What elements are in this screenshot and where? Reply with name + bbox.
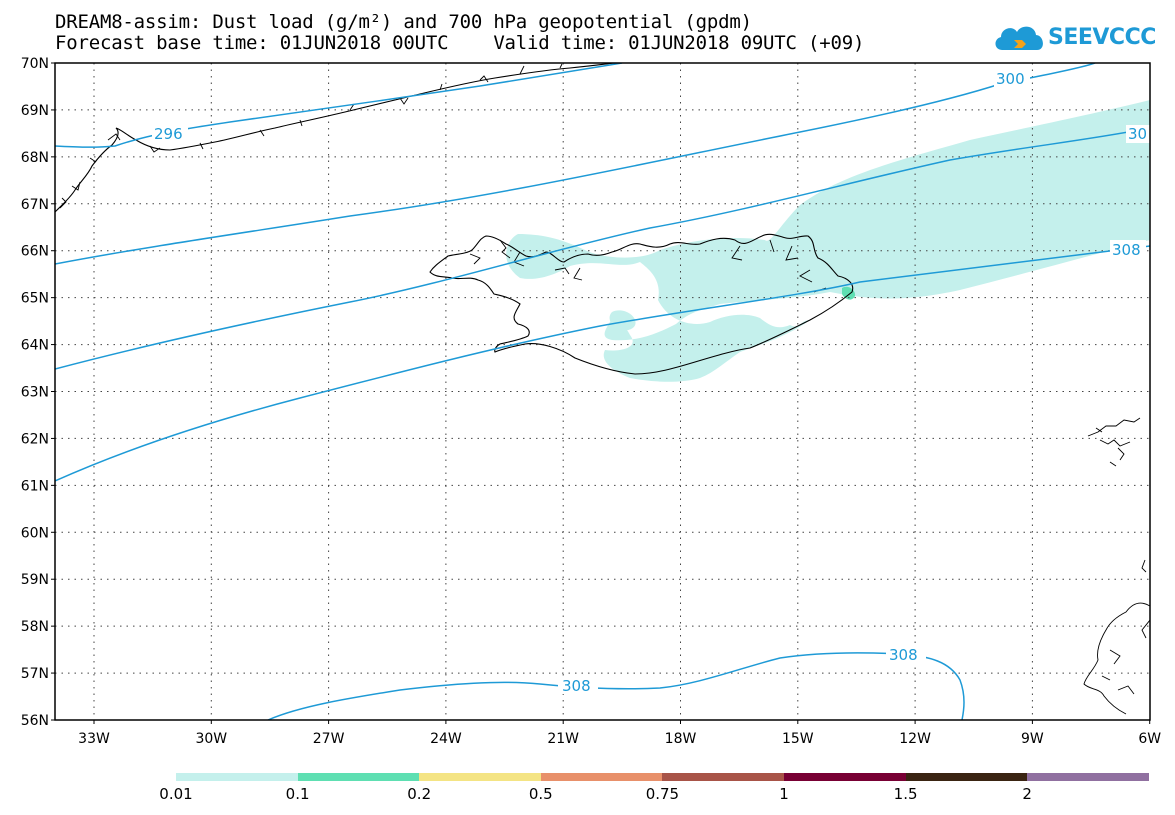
colorbar-segment [662, 773, 784, 781]
map-title: DREAM8-assim: Dust load (g/m²) and 700 h… [55, 11, 752, 33]
colorbar-segment [905, 773, 1028, 781]
contour-308-south [267, 652, 965, 720]
lat-label: 66N [21, 244, 49, 260]
contour-label-308-mid: 308 [562, 677, 591, 695]
contour-label-296: 296 [154, 125, 183, 143]
map-subtitle: Forecast base time: 01JUN2018 00UTC Vali… [55, 32, 865, 54]
lat-label: 57N [21, 666, 49, 682]
faroe-coast [1087, 417, 1141, 467]
contour-label-304: 30 [1128, 125, 1147, 143]
graticule [55, 63, 1150, 720]
lat-label: 60N [21, 525, 49, 541]
colorbar-segment [297, 773, 420, 781]
lat-label: 61N [21, 478, 49, 494]
colorbar-label: 0.2 [407, 785, 432, 803]
dust-plume-small [609, 310, 636, 331]
cloud-logo-icon [995, 26, 1043, 50]
colorbar-segment [176, 773, 298, 781]
colorbar-segment [784, 773, 906, 781]
coastlines [55, 63, 1150, 715]
lon-label: 9W [1021, 731, 1044, 747]
colorbar-label: 1.5 [893, 785, 918, 803]
lat-label: 58N [21, 619, 49, 635]
lat-label: 69N [21, 103, 49, 119]
colorbar-label: 1 [779, 785, 789, 803]
lat-label: 64N [21, 338, 49, 354]
colorbar-label: 0.5 [528, 785, 553, 803]
lon-label: 21W [547, 731, 579, 747]
iceland-coast [429, 233, 854, 375]
lon-label: 30W [195, 731, 227, 747]
lon-label: 33W [78, 731, 110, 747]
contour-296 [55, 63, 623, 148]
lat-label: 67N [21, 197, 49, 213]
colorbar-segment [540, 773, 663, 781]
lat-label: 63N [21, 385, 49, 401]
lon-label: 15W [782, 731, 814, 747]
greenland-coast [55, 63, 616, 213]
lon-label: 6W [1138, 731, 1161, 747]
lat-label: 56N [21, 713, 49, 729]
colorbar-label: 0.01 [159, 785, 193, 803]
scotland-coast [1083, 602, 1150, 715]
lon-label: 24W [430, 731, 462, 747]
colorbar-label: 0.75 [645, 785, 680, 803]
contour-label-300: 300 [996, 70, 1025, 88]
contour-labels: 296 300 30 308 308 308 [152, 69, 1150, 695]
colorbar-segment [419, 773, 541, 781]
lat-label: 62N [21, 431, 49, 447]
contour-308-north [55, 245, 1150, 482]
colorbar-label: 2 [1022, 785, 1032, 803]
colorbar-label: 0.1 [285, 785, 310, 803]
contour-label-308-east: 308 [1112, 241, 1141, 259]
lat-label: 68N [21, 150, 49, 166]
lon-label: 18W [665, 731, 697, 747]
contour-304 [55, 127, 1150, 370]
seevccc-logo: SEEVCCC [992, 18, 1156, 58]
shetland-coast [1141, 559, 1147, 573]
colorbar-segment [1027, 773, 1149, 781]
lon-label: 12W [899, 731, 931, 747]
contour-label-308-right: 308 [889, 646, 918, 664]
greenland-islets [59, 63, 563, 209]
lat-label: 59N [21, 572, 49, 588]
logo-text: SEEVCCC [1048, 25, 1156, 50]
lon-label: 27W [313, 731, 345, 747]
lat-label: 65N [21, 291, 49, 307]
dust-high-spot [842, 286, 856, 300]
dust-plume [506, 100, 1150, 382]
lat-label: 70N [21, 56, 49, 72]
